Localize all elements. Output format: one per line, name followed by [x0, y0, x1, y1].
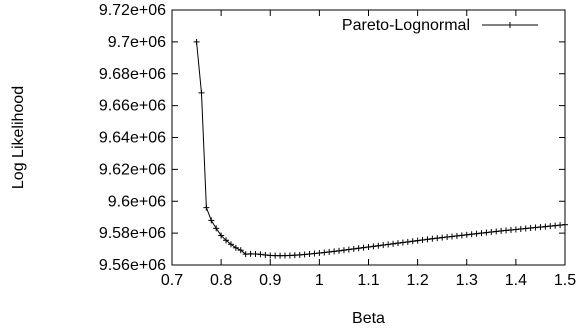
data-point	[409, 238, 416, 245]
data-point	[399, 239, 406, 246]
y-tick-label: 9.7e+06	[108, 34, 166, 51]
y-tick-label: 9.56e+06	[99, 257, 166, 274]
data-point	[458, 232, 465, 239]
data-point	[424, 236, 431, 243]
data-point	[198, 89, 205, 96]
data-point	[331, 248, 338, 255]
x-tick-label: 1.4	[505, 272, 527, 289]
data-point	[385, 241, 392, 248]
legend-marker	[507, 22, 513, 28]
x-tick-label: 1.2	[407, 272, 429, 289]
data-point	[375, 242, 382, 249]
data-point	[365, 243, 372, 250]
data-point	[360, 244, 367, 251]
y-axis-label: Log Likelihood	[10, 86, 27, 189]
y-tick-label: 9.66e+06	[99, 98, 166, 115]
data-point	[483, 229, 490, 236]
data-point	[370, 243, 377, 250]
data-point	[429, 235, 436, 242]
legend: Pareto-Lognormal	[342, 17, 538, 34]
series-layer	[193, 38, 568, 259]
x-axis-ticks: 0.7 0.8 0.9 1 1.1 1.2 1.3 1.4 1.5	[161, 10, 576, 289]
data-point	[390, 240, 397, 247]
data-point	[414, 237, 421, 244]
data-point	[340, 247, 347, 254]
x-tick-label: 1.5	[554, 272, 576, 289]
plot-frame	[171, 9, 566, 266]
data-point	[380, 242, 387, 249]
x-tick-label: 0.7	[161, 272, 183, 289]
y-tick-label: 9.72e+06	[99, 2, 166, 19]
data-point	[316, 250, 323, 257]
data-point	[463, 231, 470, 238]
data-point	[449, 233, 456, 240]
plot-border	[171, 9, 566, 266]
x-tick-label: 0.9	[259, 272, 281, 289]
x-axis-label: Beta	[352, 310, 385, 327]
data-point	[434, 235, 441, 242]
data-point	[419, 236, 426, 243]
y-tick-label: 9.68e+06	[99, 66, 166, 83]
x-tick-label: 1.1	[357, 272, 379, 289]
data-point	[321, 249, 328, 256]
data-point	[562, 221, 568, 228]
x-tick-label: 1.3	[456, 272, 478, 289]
y-tick-label: 9.58e+06	[99, 225, 166, 242]
data-point	[478, 230, 485, 237]
data-point	[213, 225, 220, 232]
y-tick-label: 9.64e+06	[99, 130, 166, 147]
data-point	[345, 246, 352, 253]
data-point	[237, 247, 244, 254]
y-tick-label: 9.6e+06	[108, 193, 166, 210]
data-point	[444, 234, 451, 241]
data-point	[468, 231, 475, 238]
data-point	[223, 237, 230, 244]
data-point	[473, 230, 480, 237]
data-point	[227, 241, 234, 248]
data-point	[218, 232, 225, 239]
data-point	[203, 204, 210, 211]
data-point	[336, 247, 343, 254]
data-point	[453, 232, 460, 239]
data-point	[326, 248, 333, 255]
data-point	[257, 251, 264, 258]
data-point	[439, 234, 446, 241]
data-point	[394, 240, 401, 247]
series-line-0	[196, 41, 566, 257]
data-point	[232, 244, 239, 251]
y-axis-ticks: 9.56e+06 9.58e+06 9.6e+06 9.62e+06 9.64e+06 9…	[99, 2, 565, 274]
data-point	[488, 229, 495, 236]
data-point	[193, 38, 200, 45]
data-point	[404, 238, 411, 245]
x-tick-label: 1	[315, 272, 324, 289]
x-tick-label: 0.8	[210, 272, 232, 289]
y-tick-label: 9.62e+06	[99, 161, 166, 178]
data-point	[208, 217, 215, 224]
data-point	[493, 228, 500, 235]
legend-entry-label: Pareto-Lognormal	[342, 17, 470, 34]
data-point	[355, 245, 362, 252]
data-point	[350, 245, 357, 252]
